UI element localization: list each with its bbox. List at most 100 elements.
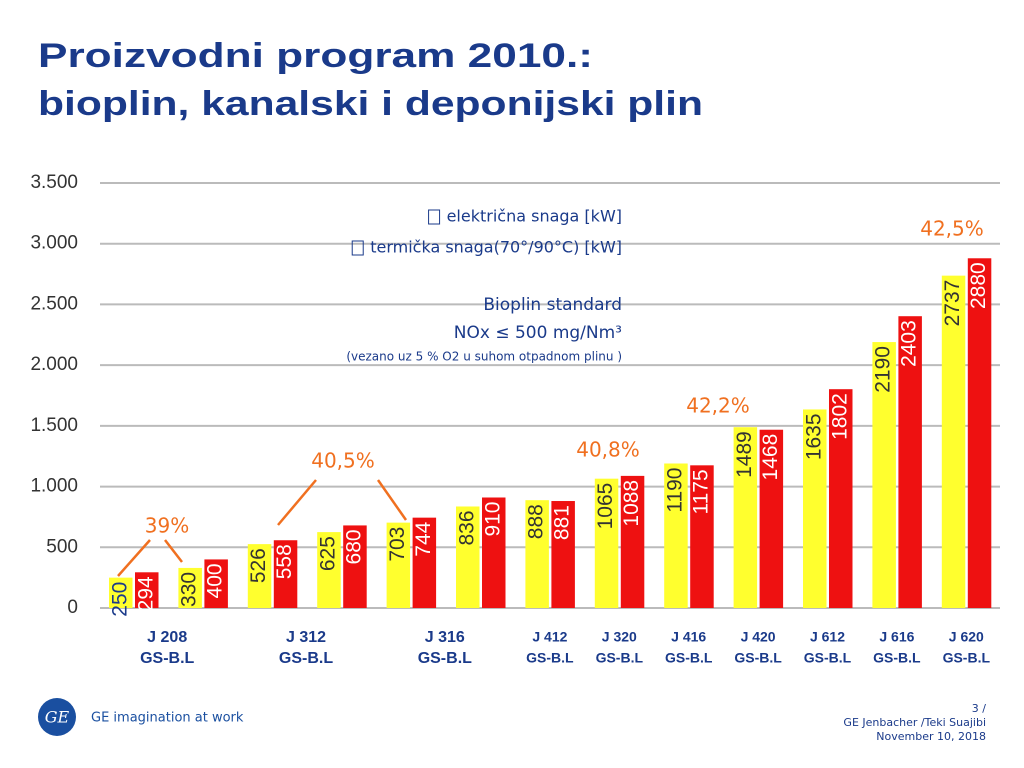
title-line: bioplin, kanalski i deponijski plin (38, 85, 703, 123)
value-label: 330 (178, 572, 201, 607)
x-tick-label: GS-B.L (804, 650, 852, 666)
bar (620, 475, 645, 608)
x-tick-label: J 612 (810, 629, 845, 645)
bar (872, 342, 896, 608)
bar (386, 522, 411, 608)
bar (178, 567, 202, 608)
value-label: 1175 (689, 469, 712, 514)
x-tick-label: GS-B.L (418, 650, 472, 667)
x-tick-label: J 208 (147, 629, 187, 646)
x-tick-label: J 416 (671, 629, 706, 645)
bar (109, 577, 133, 608)
value-label: 1190 (663, 468, 686, 513)
legend-label: termička snaga(70°/90°C) [kW] (370, 238, 622, 257)
value-label: 2190 (872, 346, 895, 393)
author: GE Jenbacher /Teki Suajibi (843, 716, 986, 729)
x-tick-label: J 616 (879, 629, 914, 645)
bar (829, 389, 853, 608)
title-line: Proizvodni program 2010.: (38, 37, 593, 75)
annotation: 40,8% (576, 438, 640, 462)
ge-mark: GE (45, 708, 70, 727)
value-label: 400 (204, 563, 227, 598)
ge-logo (38, 698, 76, 736)
bar (594, 478, 619, 608)
value-label: 910 (481, 502, 504, 537)
y-tick-label: 2.500 (30, 293, 78, 314)
value-label: 1802 (828, 393, 851, 440)
x-tick-label: GS-B.L (734, 650, 782, 666)
x-tick-label: J 320 (602, 629, 637, 645)
x-tick-label: GS-B.L (873, 650, 921, 666)
bar (135, 572, 159, 608)
y-tick-label: 2.000 (30, 354, 78, 375)
bar (317, 532, 341, 608)
x-tick-label: J 316 (425, 629, 465, 646)
x-tick-label: GS-B.L (943, 650, 991, 666)
x-tick-label: GS-B.L (596, 650, 644, 666)
x-tick-label: GS-B.L (526, 650, 574, 666)
value-label: 294 (134, 576, 157, 611)
value-label: 744 (412, 521, 435, 556)
value-label: 1065 (594, 483, 617, 530)
bar (733, 427, 758, 608)
value-label: 836 (455, 510, 478, 545)
bar (967, 258, 992, 608)
bar (482, 497, 506, 608)
value-label: 881 (551, 505, 574, 540)
annotation: 40,5% (311, 449, 375, 473)
x-tick-label: GS-B.L (665, 650, 713, 666)
bar (759, 429, 784, 608)
annotation: 42,2% (686, 394, 750, 418)
value-label: 1088 (620, 480, 643, 527)
note: Bioplin standard (483, 295, 622, 315)
bar (525, 500, 549, 608)
x-tick-label: J 620 (949, 629, 984, 645)
bar (247, 544, 272, 608)
bar (941, 275, 966, 608)
y-tick-label: 1.500 (30, 415, 78, 436)
value-label: 250 (108, 582, 131, 617)
x-tick-label: J 420 (741, 629, 776, 645)
value-label: 625 (316, 536, 339, 571)
bar (664, 463, 688, 608)
bar (204, 559, 228, 608)
legend-swatch (428, 209, 441, 225)
annotation: 42,5% (920, 217, 984, 241)
x-tick-label: J 312 (286, 629, 326, 646)
y-tick-label: 3.000 (30, 233, 78, 254)
page-number: 3 / (972, 702, 986, 715)
plot: 0 500 1.000 1.500 2.000 2.500 3.000 3.500 250 330… (30, 172, 1000, 667)
value-label: 2737 (941, 280, 964, 327)
value-label: 680 (342, 529, 365, 564)
date: November 10, 2018 (876, 730, 986, 743)
value-label: 558 (273, 544, 296, 579)
bar (412, 517, 437, 608)
legend-swatch (351, 240, 364, 256)
x-tick-label: J 412 (532, 629, 567, 645)
bar (456, 506, 480, 608)
tagline: GE imagination at work (91, 711, 244, 726)
value-label: 888 (525, 504, 548, 539)
y-tick-label: 3.500 (30, 172, 78, 193)
annotation: 39% (145, 514, 189, 538)
x-tick-label: GS-B.L (279, 650, 333, 667)
value-label: 2880 (967, 262, 990, 309)
note: NOx ≤ 500 mg/Nm³ (454, 323, 622, 343)
bar (551, 501, 575, 608)
bar (273, 540, 298, 608)
legend-label: električna snaga [kW] (447, 207, 622, 226)
bar (343, 525, 367, 608)
value-label: 1468 (759, 434, 782, 481)
y-tick-label: 0 (67, 597, 78, 618)
bar (690, 465, 714, 608)
value-label: 1489 (733, 431, 756, 478)
value-label: 1635 (802, 413, 825, 460)
bar (803, 409, 827, 608)
note: (vezano uz 5 % O2 u suhom otpadnom plinu… (346, 350, 622, 364)
bar (898, 316, 922, 608)
x-tick-label: GS-B.L (140, 650, 194, 667)
value-label: 703 (386, 527, 409, 562)
value-label: 2403 (898, 320, 921, 367)
leader-lines (117, 479, 408, 577)
